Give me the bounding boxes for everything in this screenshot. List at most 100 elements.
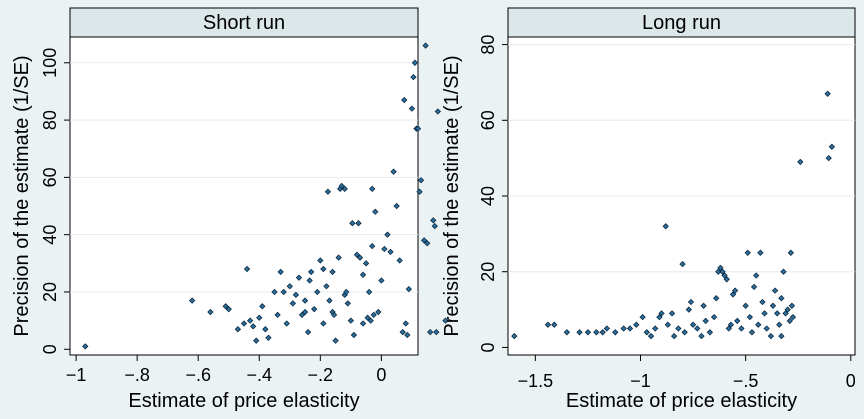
data-point [778,295,785,302]
data-point [784,306,791,313]
data-point [355,220,362,227]
data-point [584,329,592,336]
data-point [782,310,789,317]
x-axis-label: Estimate of price elasticity [128,390,359,412]
chart-panel-2: Long run 0 20 40 60 80 −1.5 −1 −.5 0 Estimate of p… [441,7,856,412]
data-point [414,125,422,132]
data-point [234,326,242,333]
data-point [761,310,768,317]
data-point [698,332,705,340]
data-point [369,185,376,193]
data-point [307,268,315,276]
scatter-points [82,42,449,350]
data-point [240,320,248,327]
data-point [188,297,196,304]
panel-header [507,7,856,38]
data-point [706,329,714,336]
chart-panel-1: Short run 0 20 40 60 80 100 −1 −.8 −.6 −.4 −.2 0 Esti… [11,7,449,412]
data-point [243,265,251,273]
data-point [416,188,423,195]
data-point [222,303,229,310]
y-tick-label: 60 [478,110,498,130]
data-point [330,311,338,319]
data-point [755,321,762,328]
data-point [675,325,682,332]
data-point [786,317,793,325]
y-tick-label: 60 [40,167,60,187]
data-point [344,300,351,307]
data-point [511,332,518,340]
y-tick-label: 80 [40,110,60,130]
data-point [381,245,388,253]
x-tick-label: −.2 [308,365,334,385]
panel-title: Long run [642,12,721,34]
data-point [256,314,263,321]
data-point [384,231,391,238]
data-point [603,325,611,332]
data-point [442,317,449,324]
x-tick-label: 0 [376,365,386,385]
data-point [82,343,89,350]
data-point [359,320,367,327]
data-point [563,329,571,336]
data-point [738,325,745,332]
data-point [725,325,732,332]
data-point [367,317,374,324]
data-point [364,314,371,321]
data-point [311,305,318,313]
data-point [378,277,385,284]
data-point [372,208,379,215]
data-point [399,328,406,336]
data-point [746,313,754,321]
data-point [771,287,779,294]
y-tick-label: 0 [40,344,60,354]
data-point [639,313,646,321]
data-point [375,308,382,316]
data-point [404,331,411,339]
data-point [259,303,266,310]
data-point [599,329,606,336]
data-point [347,317,355,324]
data-point [719,268,726,275]
data-point [246,317,254,324]
data-point [362,260,370,267]
data-point [343,288,350,296]
data-point [295,274,303,281]
data-point [752,272,760,279]
y-tick-label: 40 [478,186,498,206]
panel-header [69,7,419,38]
data-point [685,306,693,313]
data-point [748,329,756,336]
data-point [359,271,367,278]
data-point [405,285,413,293]
plot-area [69,36,419,356]
data-point [317,257,324,264]
data-point [544,321,552,328]
data-point [767,332,775,340]
data-point [797,158,804,166]
data-point [402,320,409,327]
data-point [723,276,730,283]
data-point [274,311,281,319]
data-point [301,308,309,316]
data-point [390,168,397,175]
data-point [670,332,678,340]
data-point [633,321,640,328]
data-point [341,185,348,193]
data-point [729,291,737,298]
x-tick-label: −.4 [246,365,272,385]
data-point [335,254,342,261]
data-point [324,188,332,195]
data-point [727,321,735,328]
data-point [411,59,419,66]
y-axis-label: Precision of the estimate (1/SE) [441,55,463,336]
y-tick-label: 0 [478,342,498,352]
x-tick-label: −.8 [124,365,150,385]
data-point [776,321,783,328]
data-point [314,288,321,296]
x-tick-label: −.5 [733,371,759,391]
data-point [298,311,306,319]
data-point [679,260,686,268]
data-point [787,249,795,256]
data-point [664,321,671,328]
